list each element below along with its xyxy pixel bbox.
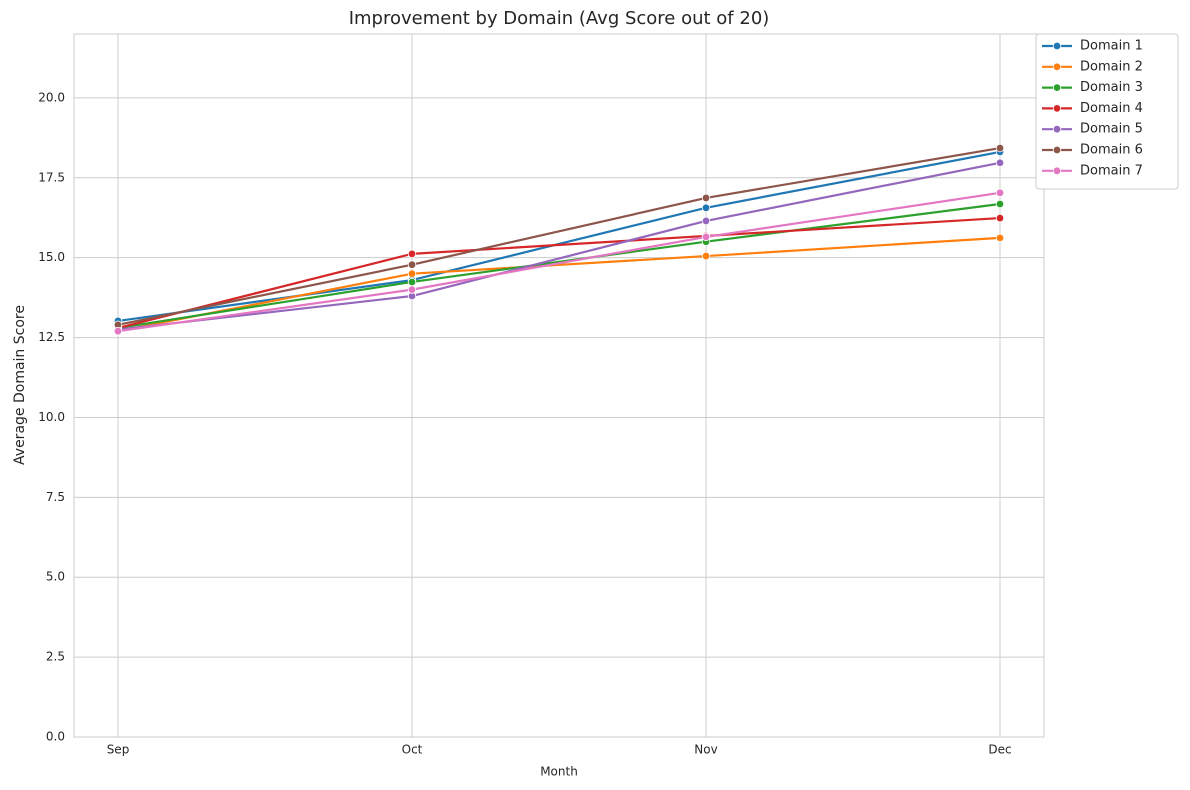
legend-marker xyxy=(1052,145,1062,155)
y-tick-label: 5.0 xyxy=(46,570,65,584)
point xyxy=(995,213,1005,223)
point xyxy=(995,199,1005,209)
legend-label: Domain 1 xyxy=(1080,39,1143,54)
grid: 0.0 2.5 5.0 7.5 10.0 12.5 15.0 17.5 20.0 Sep Oct No… xyxy=(38,34,1044,757)
point xyxy=(407,249,417,259)
point xyxy=(407,260,417,269)
point xyxy=(407,285,417,294)
y-tick-label: 2.5 xyxy=(46,650,65,664)
chart-title: Improvement by Domain (Avg Score out of … xyxy=(349,8,770,29)
y-tick-label: 12.5 xyxy=(38,330,65,344)
series-line xyxy=(117,216,1001,330)
series-line xyxy=(117,202,1001,330)
legend-marker xyxy=(1052,41,1062,51)
point xyxy=(995,158,1005,167)
point xyxy=(407,277,417,287)
point xyxy=(701,232,711,242)
point xyxy=(701,216,711,226)
point xyxy=(995,233,1005,243)
x-axis-label: Month xyxy=(540,765,578,779)
plot-area xyxy=(73,33,1045,738)
x-tick-label: Nov xyxy=(694,743,717,757)
legend-label: Domain 2 xyxy=(1080,59,1143,74)
legend-label: Domain 3 xyxy=(1080,80,1143,95)
series-line xyxy=(117,161,1001,331)
x-tick-label: Oct xyxy=(402,743,423,757)
point xyxy=(407,269,417,278)
point xyxy=(701,193,711,203)
legend-label: Domain 6 xyxy=(1080,143,1143,158)
y-tick-label: 7.5 xyxy=(46,490,65,504)
x-tick-label: Sep xyxy=(107,743,130,757)
x-tick-label: Dec xyxy=(988,743,1011,757)
y-tick-label: 20.0 xyxy=(38,90,65,104)
series-line xyxy=(117,146,1001,326)
legend-marker xyxy=(1052,166,1062,175)
legend: Domain 1 Domain 2 Domain 3 Domain 4 Domain 5… xyxy=(1035,33,1179,190)
legend-marker xyxy=(1052,124,1062,134)
y-tick-label: 15.0 xyxy=(38,250,65,264)
legend-label: Domain 5 xyxy=(1080,122,1143,137)
series-line xyxy=(117,191,1001,333)
y-tick-label: 0.0 xyxy=(46,730,65,744)
y-axis-label: Average Domain Score xyxy=(12,305,28,465)
legend-marker xyxy=(1052,83,1062,92)
legend-marker xyxy=(1052,104,1062,113)
legend-label: Domain 4 xyxy=(1080,101,1143,116)
point xyxy=(701,203,711,213)
y-tick-label: 10.0 xyxy=(38,410,65,424)
legend-marker xyxy=(1052,62,1062,72)
point xyxy=(701,251,711,261)
y-tick-label: 17.5 xyxy=(38,170,65,184)
point xyxy=(113,326,123,336)
lines xyxy=(113,143,1005,336)
point xyxy=(995,188,1005,198)
series-line xyxy=(117,236,1001,333)
point xyxy=(995,143,1005,153)
legend-label: Domain 7 xyxy=(1080,163,1143,178)
